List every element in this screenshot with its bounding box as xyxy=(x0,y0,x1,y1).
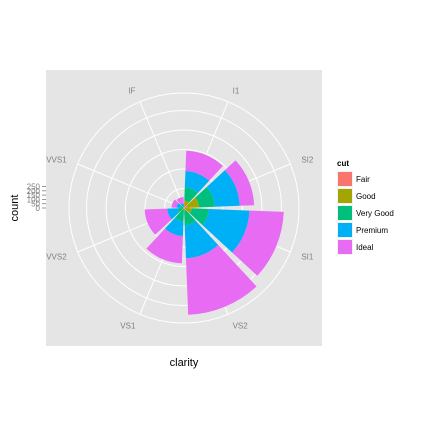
bar-IF-premium xyxy=(180,203,184,207)
bar-SI1-fair xyxy=(184,208,186,210)
bar-VVS1-ideal xyxy=(171,199,179,208)
bar-I1-ideal xyxy=(185,150,223,181)
bar-VS2-premium xyxy=(184,220,219,259)
legend-label: Good xyxy=(356,192,376,201)
legend-swatch xyxy=(338,206,352,220)
bar-VVS1-premium xyxy=(176,202,182,208)
bar-SI1-very-good xyxy=(189,208,209,225)
bar-SI1-good xyxy=(185,208,192,214)
bar-VS1-ideal xyxy=(146,228,183,264)
bar-VVS2-very-good xyxy=(177,208,183,213)
bar-IF-good xyxy=(183,207,184,208)
category-label: VVS2 xyxy=(46,253,67,262)
y-tick-label: 150 xyxy=(27,191,41,200)
legend-label: Fair xyxy=(356,175,370,184)
category-label: VVS1 xyxy=(46,155,67,164)
bar-VVS2-good xyxy=(182,208,184,210)
legend-label: Premium xyxy=(356,226,388,235)
y-tick-label: 200 xyxy=(27,187,41,196)
grid-circle xyxy=(125,149,243,267)
legend-label: Very Good xyxy=(356,209,394,218)
bar-I1-good xyxy=(184,200,190,207)
grid-circle xyxy=(105,129,263,287)
legend: cut Fair Good Very Good Premium Ideal xyxy=(337,159,394,255)
bar-I1-very-good xyxy=(184,187,199,203)
bar-I1-fair xyxy=(184,205,186,208)
bar-VS2-very-good xyxy=(184,210,196,226)
grid-circle xyxy=(164,188,204,228)
grid-circle xyxy=(144,168,224,248)
bar-SI2-good xyxy=(186,197,200,208)
bar-IF-ideal xyxy=(176,197,184,205)
category-label: I1 xyxy=(233,87,240,96)
bar-SI2-premium xyxy=(206,170,240,207)
bar-VVS1-very-good xyxy=(180,205,184,208)
y-tick-label: 0 xyxy=(36,204,41,213)
legend-title: cut xyxy=(337,159,349,168)
bar-VVS1-good xyxy=(182,207,184,208)
category-label: IF xyxy=(128,87,135,96)
bar-VS1-good xyxy=(182,208,184,210)
bar-VVS2-ideal xyxy=(144,208,172,235)
grid-spoke xyxy=(139,101,185,209)
grid-spoke xyxy=(77,163,185,209)
x-axis-title: clarity xyxy=(170,357,199,369)
bar-IF-very-good xyxy=(182,206,184,208)
category-label: VS1 xyxy=(120,321,136,330)
bar-VS1-premium xyxy=(164,217,184,237)
legend-label: Ideal xyxy=(356,243,374,252)
bar-VVS2-premium xyxy=(167,208,180,220)
bar-VS2-good xyxy=(184,208,187,212)
legend-swatch xyxy=(338,223,352,237)
bars xyxy=(144,150,284,315)
bar-VS2-fair xyxy=(184,208,185,209)
category-label: VS2 xyxy=(233,321,249,330)
category-labels: I1 SI2 SI1 VS2 VS1 VVS2 VVS1 IF xyxy=(46,87,314,331)
bar-VS1-very-good xyxy=(174,209,184,222)
grid-circle xyxy=(68,92,300,324)
grid-circle xyxy=(86,110,282,306)
legend-swatch xyxy=(338,240,352,254)
bar-SI2-ideal xyxy=(224,160,255,206)
category-label: SI2 xyxy=(301,155,314,164)
legend-swatch xyxy=(338,172,352,186)
bar-I1-premium xyxy=(184,170,210,193)
bar-SI2-fair xyxy=(184,206,187,208)
category-label: SI1 xyxy=(301,253,314,262)
bar-VS2-ideal xyxy=(185,244,257,315)
bar-SI1-premium xyxy=(202,208,250,253)
bar-SI1-ideal xyxy=(232,210,284,276)
legend-swatch xyxy=(338,189,352,203)
y-tick-label: 100 xyxy=(27,195,41,204)
y-tick-label: 250 xyxy=(27,183,41,192)
bar-SI2-very-good xyxy=(195,187,215,208)
y-tick-label: 50 xyxy=(31,200,40,209)
y-axis-title: count xyxy=(9,195,21,222)
